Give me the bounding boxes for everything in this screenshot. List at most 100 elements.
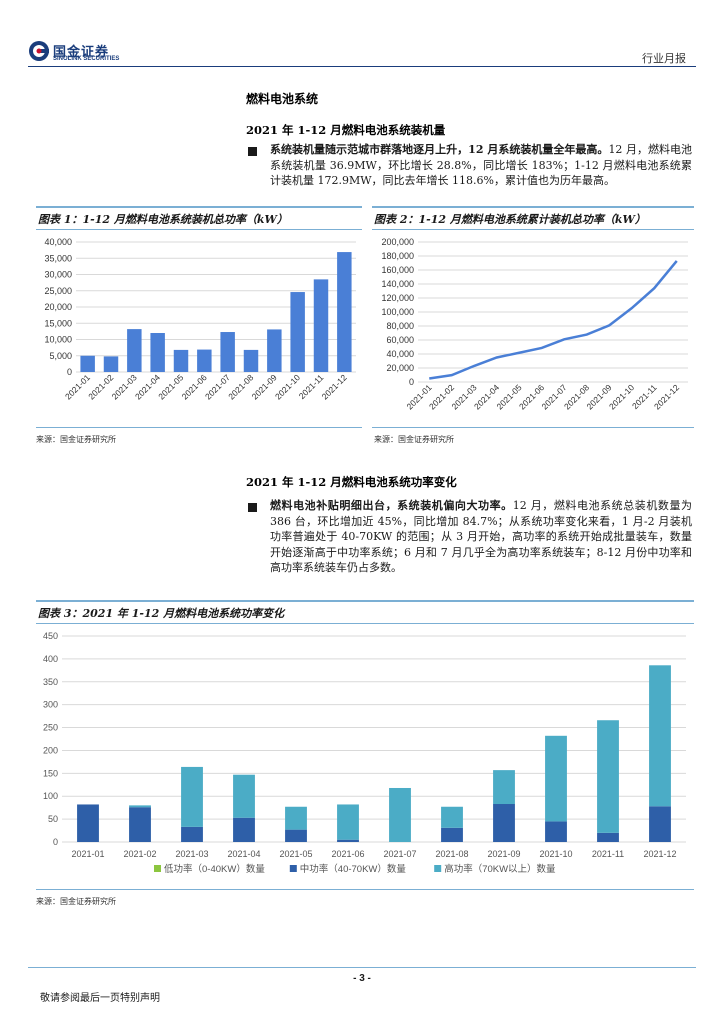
bar [313,279,329,372]
stacked-bar-segment [285,806,307,830]
bar [290,292,305,372]
stacked-bar-segment [493,804,515,842]
stacked-bar-segment [441,827,463,842]
y-tick-label: 80,000 [386,321,414,331]
y-tick-label: 120,000 [381,293,414,303]
paragraph-2: 燃料电池补贴明细出台，系统装机偏向大功率。12 月，燃料电池系统总装机数量为 3… [270,498,692,576]
x-tick-label: 2021-06 [331,849,364,859]
y-tick-label: 10,000 [44,335,72,345]
y-tick-label: 40,000 [386,349,414,359]
stacked-bar-segment [441,806,463,828]
stacked-bar-segment [77,804,99,842]
stacked-bar-segment [181,766,203,827]
x-tick-label: 2021-03 [175,849,208,859]
bar [173,349,189,372]
y-tick-label: 15,000 [44,318,72,328]
stacked-bar-segment [493,770,515,805]
y-tick-label: 100,000 [381,307,414,317]
bar [103,356,119,372]
bar [80,355,95,372]
disclaimer-note: 敬请参阅最后一页特别声明 [40,993,160,1004]
y-tick-label: 0 [53,837,58,847]
y-tick-label: 200 [43,745,58,755]
y-tick-label: 60,000 [386,335,414,345]
bar [150,333,165,372]
paragraph-1-body: 12 月，燃料电池系统装机量 36.9MW，环比增长 28.8%，同比增长 18… [270,143,692,187]
legend-swatch [154,865,161,872]
company-logo: 国金证券 SINOLINK SECURITIES [28,40,132,66]
x-tick-label: 2021-09 [487,849,520,859]
stacked-bar-segment [337,839,359,842]
stacked-bar-segment [285,829,307,842]
y-tick-label: 30,000 [44,270,72,280]
cumulative-line [429,260,678,380]
bar [337,252,352,372]
legend-swatch [289,865,297,872]
stacked-bar-segment [649,806,671,842]
x-tick-label: 2021-05 [279,849,312,859]
bar [243,349,259,372]
bar [197,349,212,372]
bullet-marker-2 [248,503,257,512]
report-type-tag: 行业月报 [642,52,686,65]
y-tick-label: 35,000 [44,253,72,263]
stacked-bar-segment [545,735,567,822]
paragraph-1-lead: 系统装机量随示范城市群落地逐月上升，12 月系统装机量全年最高。 [270,143,609,156]
stacked-bar-segment [129,805,151,808]
figure-1-title: 图表 1：1-12 月燃料电池系统装机总功率（kW） [36,208,362,230]
sinolink-logo-icon [29,41,49,61]
bar [220,332,235,372]
stacked-bar-segment [233,817,255,842]
x-tick-label: 2021-08 [435,849,468,859]
figure-2-source: 来源：国金证券研究所 [374,435,454,444]
y-tick-label: 300 [43,700,58,710]
page-number: - 3 - [353,973,371,984]
y-tick-label: 0 [409,377,414,387]
stacked-bar-segment [337,804,359,840]
legend-swatch [434,865,442,872]
subsection-title-1: 2021 年 1-12 月燃料电池系统装机量 [246,123,446,137]
figure-3-title: 图表 3：2021 年 1-12 月燃料电池系统功率变化 [36,602,694,624]
y-tick-label: 20,000 [44,302,72,312]
x-tick-label: 2021-04 [227,849,260,859]
stacked-bar-segment [181,826,203,842]
legend-label: 高功率（70KW以上）数量 [444,863,556,875]
legend-label: 低功率（0-40KW）数量 [164,863,265,875]
subsection-title-2: 2021 年 1-12 月燃料电池系统功率变化 [246,475,457,489]
stacked-bar-segment [389,787,411,842]
stacked-bar-segment [233,774,255,818]
logo-text-en: SINOLINK SECURITIES [53,56,120,62]
x-tick-label: 2021-12 [320,372,349,401]
y-tick-label: 20,000 [386,363,414,373]
x-tick-label: 2021-02 [123,849,156,859]
stacked-bar-segment [129,807,151,842]
y-tick-label: 25,000 [44,286,72,296]
figure-2: 图表 2：1-12 月燃料电池系统累计装机总功率（kW） 0 20,000 40,0… [372,206,694,428]
y-tick-label: 100 [43,791,58,801]
figure-3: 图表 3：2021 年 1-12 月燃料电池系统功率变化 0 50 100 150 20… [36,600,694,890]
figure-2-title: 图表 2：1-12 月燃料电池系统累计装机总功率（kW） [372,208,694,230]
section-title: 燃料电池系统 [246,92,319,106]
paragraph-1: 系统装机量随示范城市群落地逐月上升，12 月系统装机量全年最高。12 月，燃料电… [270,142,692,189]
x-tick-label: 2021-12 [652,382,681,411]
y-tick-label: 200,000 [381,237,414,247]
y-tick-label: 250 [43,723,58,733]
figure-1: 图表 1：1-12 月燃料电池系统装机总功率（kW） 0 5,000 10,000 1… [36,206,362,428]
y-tick-label: 5,000 [49,351,72,361]
legend-label: 中功率（40-70KW）数量 [300,863,407,875]
y-tick-label: 160,000 [381,265,414,275]
stacked-bar-segment [545,821,567,842]
logo-text-cn: 国金证券 [53,45,110,60]
paragraph-2-lead: 燃料电池补贴明细出台，系统装机偏向大功率。 [270,499,513,512]
x-tick-label: 2021-12 [643,849,676,859]
y-tick-label: 450 [43,631,58,641]
figure-1-source: 来源：国金证券研究所 [36,435,116,444]
stacked-bar-segment [649,665,671,807]
x-tick-label: 2021-11 [592,849,624,859]
bar [267,329,282,372]
y-tick-label: 350 [43,677,58,687]
figure-2-chart: 0 20,000 40,000 60,000 80,000 100,000 120,000 1… [381,237,688,411]
bullet-marker-1 [248,147,257,156]
figure-3-source: 来源：国金证券研究所 [36,897,116,906]
y-tick-label: 150 [43,768,58,778]
